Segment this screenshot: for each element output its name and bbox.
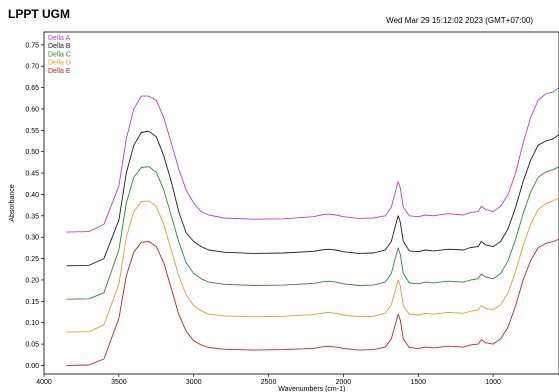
y-axis-label: Absorbance (9, 184, 16, 221)
plot-frame (43, 31, 559, 375)
legend-entry-1: Della A (48, 35, 71, 42)
y-tick-label: 0.65 (25, 85, 39, 92)
y-tick-label: 0.35 (25, 213, 39, 220)
legend-entry-4: Della D (48, 60, 71, 67)
y-tick-label: 0.40 (25, 192, 39, 199)
legend-entry-5: Della E (48, 68, 71, 75)
x-axis-label: Wavenumbers (cm-1) (278, 386, 345, 392)
series-line-5 (66, 238, 559, 366)
timestamp: Wed Mar 29 15:12:02 2023 (GMT+07:00) (386, 16, 533, 25)
x-tick-label: 2500 (261, 379, 277, 386)
y-tick-label: 0.20 (25, 277, 39, 284)
x-tick-label: 3000 (186, 379, 202, 386)
y-tick-label: 0.10 (25, 320, 39, 327)
y-tick-label: 0.45 (25, 171, 39, 178)
x-tick-label: 1000 (485, 379, 501, 386)
series-line-3 (66, 166, 559, 300)
series-line-2 (66, 130, 559, 267)
x-tick-label: 4000 (36, 379, 52, 386)
legend-entry-2: Della B (48, 43, 71, 50)
x-tick-label: 3500 (111, 379, 127, 386)
y-tick-label: 0.05 (25, 342, 39, 349)
series-line-4 (66, 197, 559, 333)
x-tick-label: 1500 (410, 379, 426, 386)
y-tick-label: 0.30 (25, 235, 39, 242)
x-tick-label: 2000 (336, 379, 352, 386)
y-tick-label: 0.60 (25, 106, 39, 113)
y-tick-label: 0.75 (25, 42, 39, 49)
legend-entry-3: Della C (48, 51, 71, 58)
y-tick-label: 0.15 (25, 299, 39, 306)
y-tick-label: 0.55 (25, 128, 39, 135)
series-line-1 (66, 87, 559, 233)
y-tick-label: 0.50 (25, 149, 39, 156)
y-tick-label: 0.00 (25, 363, 39, 370)
y-tick-label: 0.70 (25, 64, 39, 71)
y-tick-label: 0.25 (25, 256, 39, 263)
organization-title: LPPT UGM (8, 7, 70, 21)
